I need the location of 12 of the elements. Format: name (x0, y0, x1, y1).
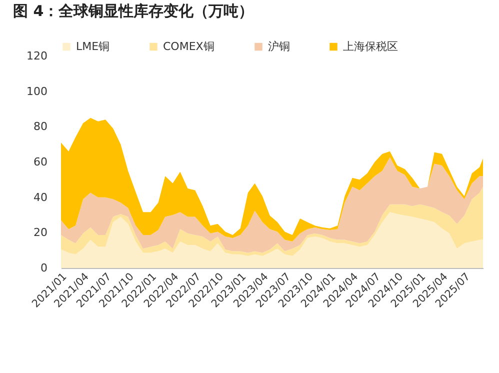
y-tick-label: 80 (34, 120, 48, 134)
y-tick-label: 0 (40, 262, 48, 274)
y-tick-label: 60 (34, 156, 48, 168)
y-tick-label: 40 (34, 190, 48, 204)
legend-label: 上海保税区 (343, 40, 398, 53)
legend-label: 沪铜 (268, 40, 290, 53)
y-tick-label: 120 (26, 50, 48, 62)
legend-label: LME铜 (76, 40, 110, 53)
legend-label: COMEX铜 (163, 40, 214, 53)
y-tick-label: 20 (34, 226, 48, 240)
y-tick-label: 100 (26, 84, 48, 98)
chart-title: 图 4：全球铜显性库存变化（万吨） (13, 2, 254, 20)
